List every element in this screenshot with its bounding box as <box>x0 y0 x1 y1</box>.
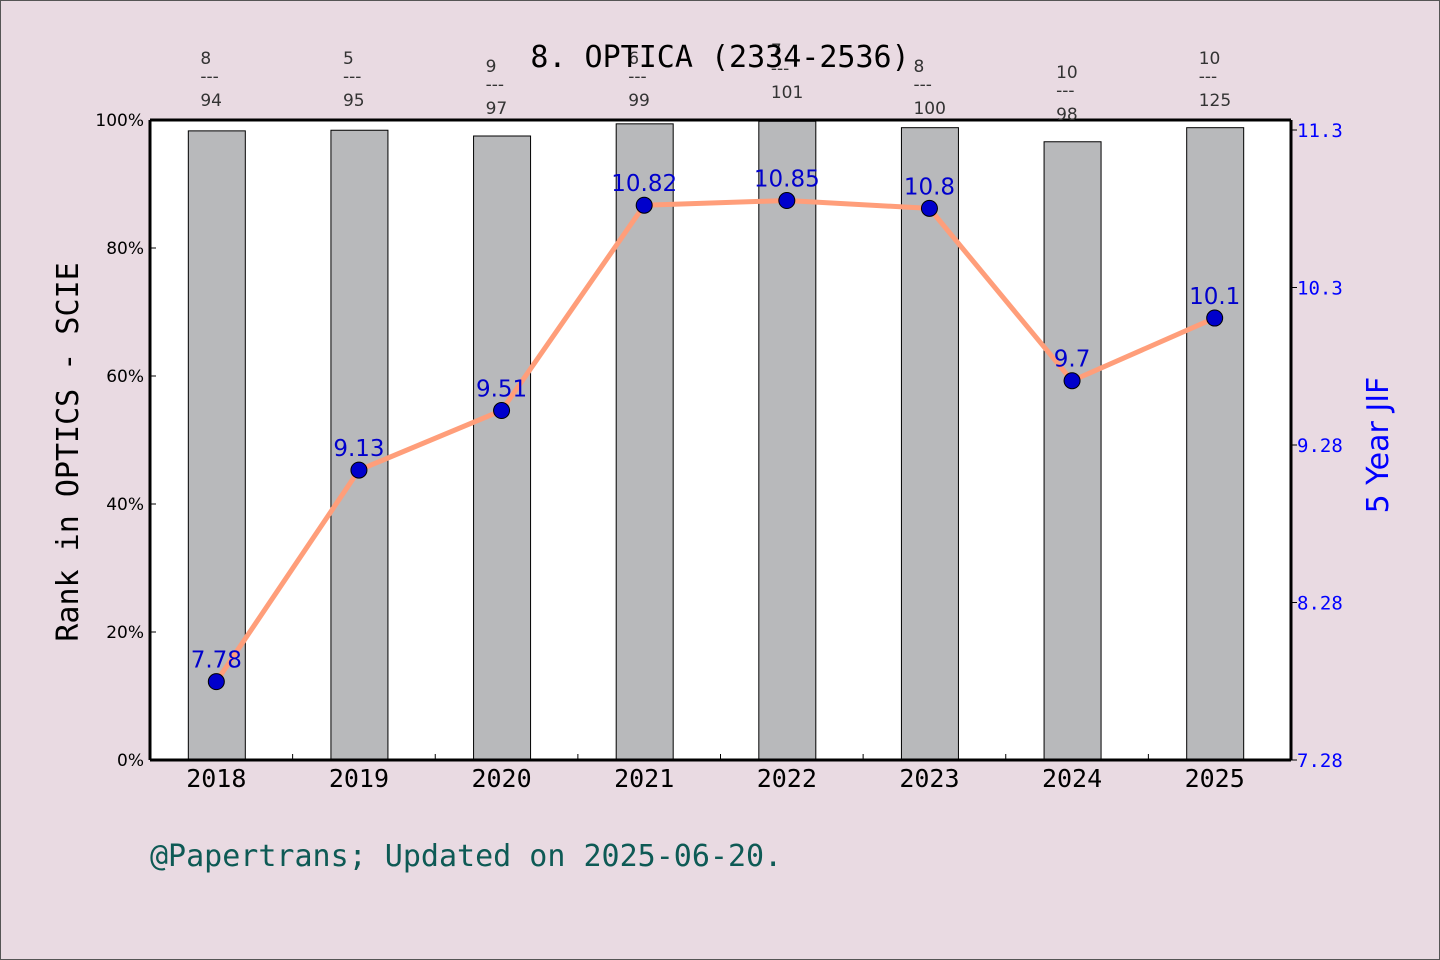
rank-denominator: 95 <box>343 91 365 111</box>
rank-denominator: 100 <box>913 99 945 119</box>
rank-bar-2021 <box>615 123 674 761</box>
jif-value-label: 9.51 <box>476 377 527 403</box>
rank-bar-2020 <box>473 135 532 761</box>
footer-credit: @Papertrans; Updated on 2025-06-20. <box>150 839 782 874</box>
rank-divider: --- <box>200 67 218 87</box>
jif-value-label: 10.8 <box>904 174 955 200</box>
jif-value-label: 9.13 <box>333 436 384 462</box>
rank-numerator: 8 <box>913 57 924 77</box>
rank-bar-2022 <box>758 120 817 761</box>
x-tick-label: 2021 <box>614 764 674 793</box>
plot-area <box>150 120 1291 760</box>
rank-denominator: 99 <box>628 91 650 111</box>
jif-value-label: 10.1 <box>1189 284 1240 310</box>
rank-bar-2023 <box>900 127 959 761</box>
y-tick-right: 9.28 <box>1297 435 1343 457</box>
y-tick-right: 8.28 <box>1297 593 1343 615</box>
rank-numerator: 5 <box>343 49 354 69</box>
y-axis-right-label: 5 Year JIF <box>1361 377 1396 514</box>
jif-marker-2019 <box>350 461 368 479</box>
rank-divider: --- <box>628 67 646 87</box>
rank-numerator: 10 <box>1199 49 1221 69</box>
rank-denominator: 98 <box>1056 105 1078 125</box>
rank-numerator: 9 <box>486 57 497 77</box>
y-tick-left: 0% <box>117 751 144 771</box>
y-tick-left: 40% <box>106 495 144 515</box>
jif-line <box>214 198 1216 684</box>
jif-marker-2021 <box>635 196 653 214</box>
rank-numerator: 7 <box>771 41 782 61</box>
jif-marker-2024 <box>1063 372 1081 390</box>
rank-denominator: 125 <box>1199 91 1231 111</box>
x-tick-label: 2022 <box>757 764 817 793</box>
rank-denominator: 94 <box>200 91 222 111</box>
rank-numerator: 6 <box>628 49 639 69</box>
rank-divider: --- <box>1056 81 1074 101</box>
jif-marker-2018 <box>207 673 225 691</box>
rank-bar-2024 <box>1043 141 1102 761</box>
y-tick-left: 60% <box>106 367 144 387</box>
jif-marker-2023 <box>920 199 938 217</box>
jif-marker-2025 <box>1206 309 1224 327</box>
jif-value-label: 10.82 <box>611 171 677 197</box>
y-tick-right: 10.3 <box>1297 278 1343 300</box>
y-tick-left: 20% <box>106 623 144 643</box>
rank-numerator: 8 <box>200 49 211 69</box>
rank-divider: --- <box>486 75 504 95</box>
jif-marker-2020 <box>493 402 511 420</box>
rank-divider: --- <box>771 59 789 79</box>
y-tick-right: 11.3 <box>1297 120 1343 142</box>
x-tick-label: 2018 <box>186 764 246 793</box>
rank-numerator: 10 <box>1056 63 1078 83</box>
y-tick-left: 100% <box>95 111 144 131</box>
y-tick-right: 7.28 <box>1297 750 1343 772</box>
rank-divider: --- <box>343 67 361 87</box>
rank-divider: --- <box>913 75 931 95</box>
rank-divider: --- <box>1199 67 1217 87</box>
y-axis-left-label: Rank in OPTICS - SCIE <box>51 262 86 641</box>
x-tick-label: 2023 <box>899 764 959 793</box>
x-tick-label: 2020 <box>471 764 531 793</box>
x-tick-label: 2025 <box>1185 764 1245 793</box>
jif-value-label: 9.7 <box>1054 347 1091 373</box>
jif-marker-2022 <box>778 192 796 210</box>
jif-value-label: 10.85 <box>754 167 820 193</box>
jif-value-label: 7.78 <box>191 648 242 674</box>
chart-title: 8. OPTICA (2334-2536) <box>530 40 909 75</box>
x-tick-label: 2024 <box>1042 764 1102 793</box>
rank-bar-2019 <box>330 129 389 761</box>
rank-denominator: 97 <box>486 99 508 119</box>
x-tick-label: 2019 <box>329 764 389 793</box>
rank-bar-2025 <box>1186 127 1245 761</box>
rank-denominator: 101 <box>771 83 803 103</box>
y-tick-left: 80% <box>106 239 144 259</box>
